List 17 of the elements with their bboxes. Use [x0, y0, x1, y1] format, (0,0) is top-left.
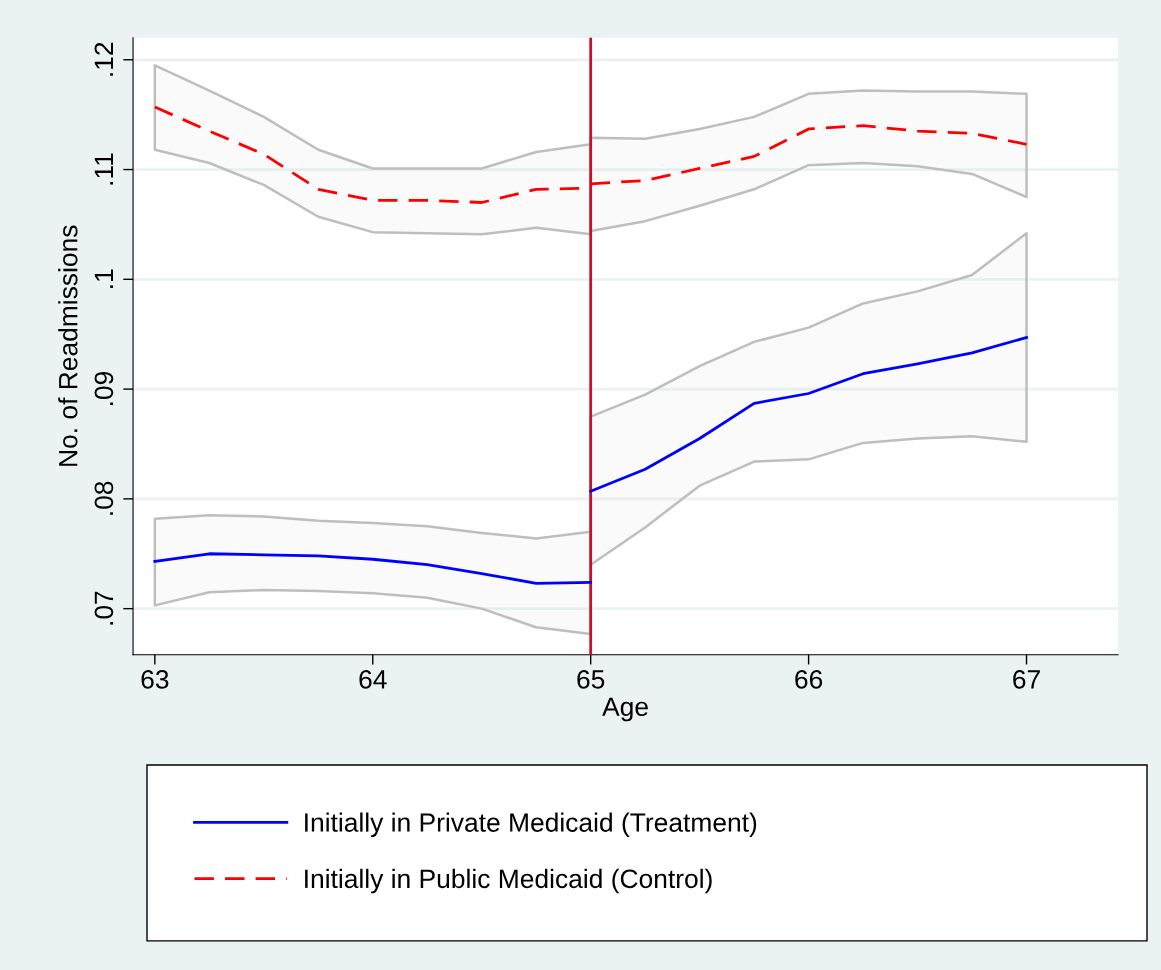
x-axis-title: Age: [602, 697, 648, 722]
x-tick-label: 63: [141, 670, 169, 689]
legend-label: Initially in Private Medicaid (Treatment): [305, 812, 757, 838]
line-series: [589, 336, 1028, 493]
x-tick-label: 66: [795, 670, 823, 689]
y-tick-label: .08: [94, 481, 114, 515]
legend-label: Initially in Public Medicaid (Control): [305, 868, 712, 894]
x-tick-label: 67: [1013, 670, 1040, 689]
y-tick-label: .1: [94, 269, 113, 288]
y-tick-label: .12: [94, 42, 113, 76]
y-tick-label: .07: [94, 591, 114, 625]
y-tick-label: .09: [94, 372, 114, 406]
y-axis-title: No. of Readmissions: [58, 225, 78, 466]
x-tick-label: 65: [577, 670, 605, 689]
line-series: [153, 552, 593, 585]
y-tick-label: .11: [94, 153, 113, 185]
x-tick-label: 64: [359, 670, 387, 689]
